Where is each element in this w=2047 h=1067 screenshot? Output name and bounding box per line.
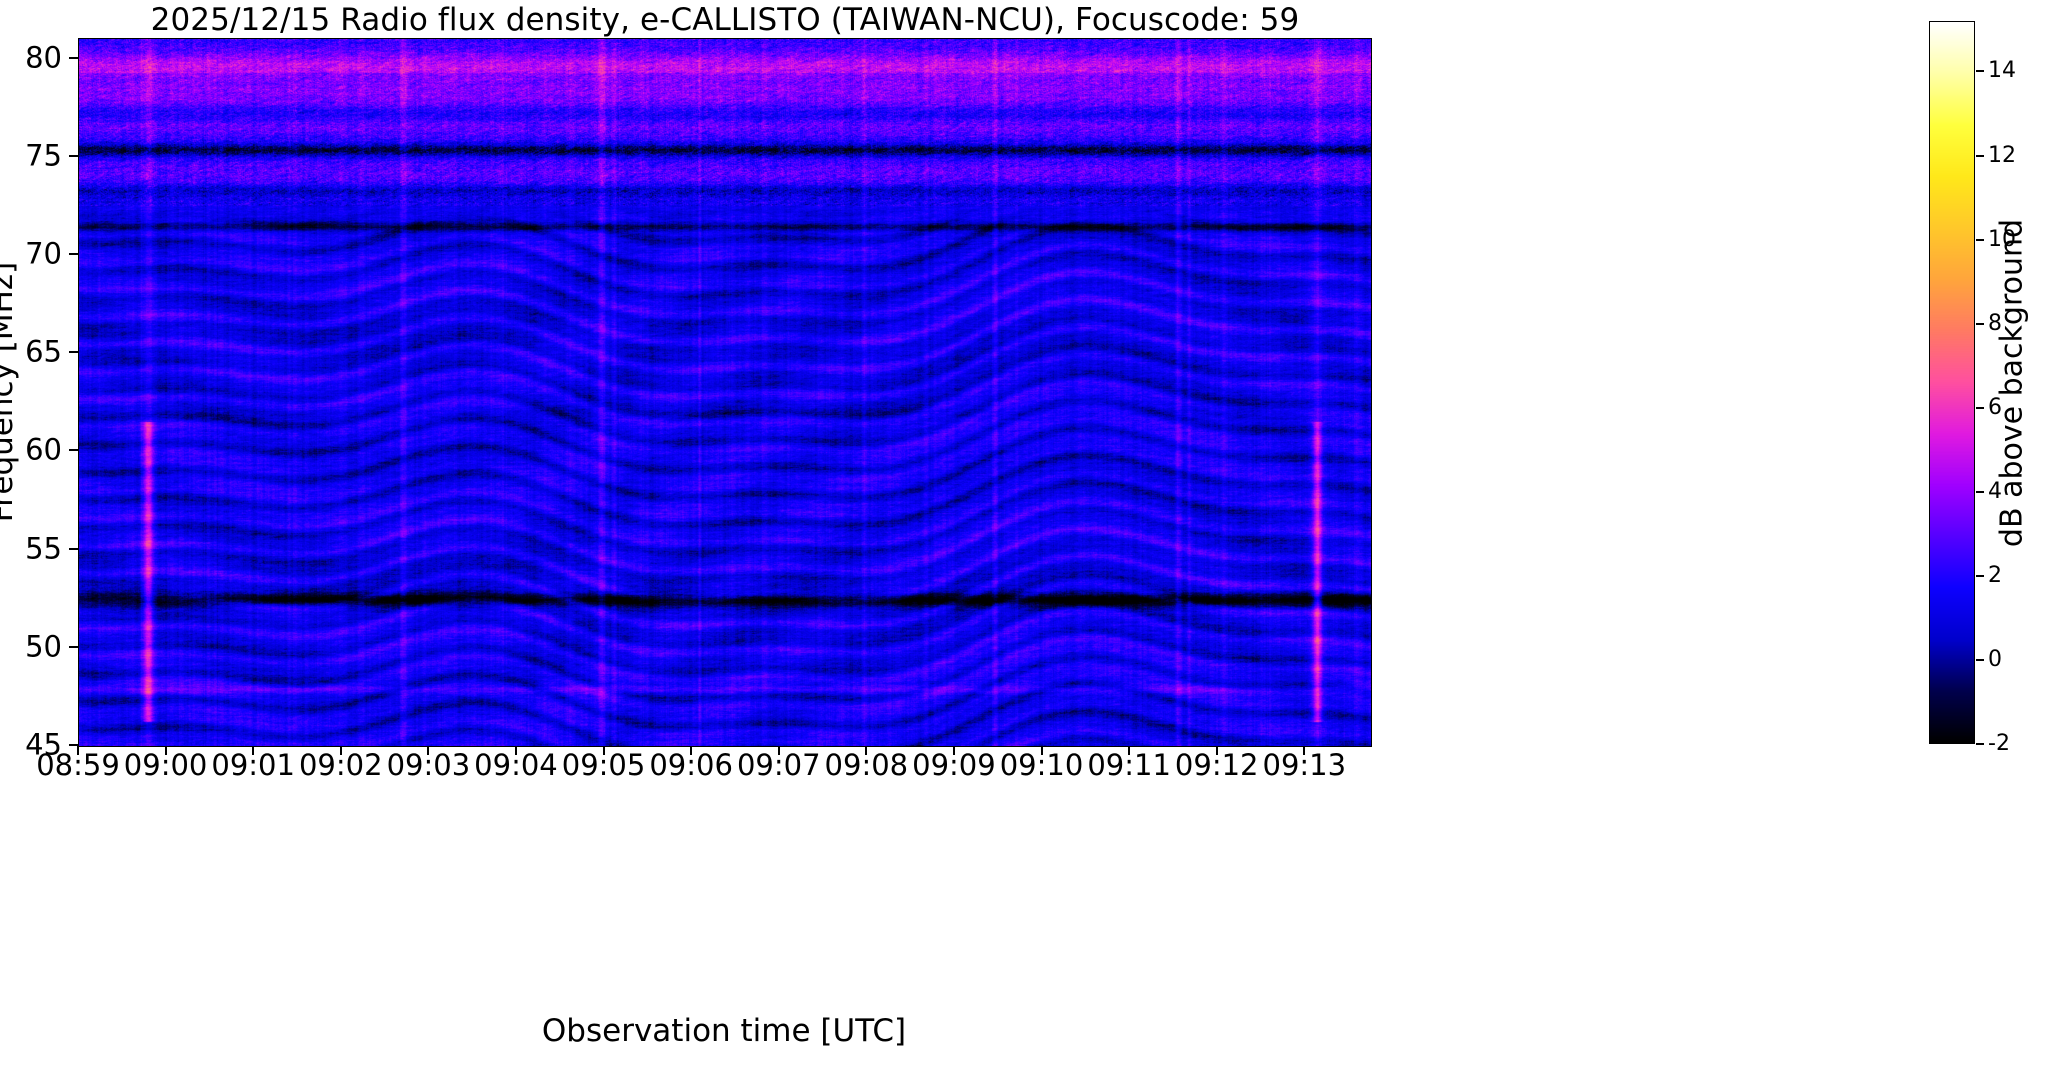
y-tick-label: 50: [25, 629, 62, 664]
colorbar-tick-mark: [1976, 658, 1984, 661]
colorbar[interactable]: [1929, 21, 1977, 746]
x-tick-label: 09:08: [824, 748, 909, 782]
y-tick-mark: [69, 449, 78, 452]
x-tick-label: 09:13: [1262, 748, 1347, 782]
colorbar-tick-label: 6: [1988, 394, 2002, 420]
y-tick-label: 70: [25, 236, 62, 271]
colorbar-tick-label: 0: [1988, 646, 2002, 672]
x-tick-mark: [777, 746, 780, 755]
x-tick-label: 09:12: [1174, 748, 1259, 782]
y-axis-label: Frequency [MHz]: [0, 261, 20, 523]
y-tick-mark: [69, 253, 78, 256]
colorbar-tick-mark: [1976, 322, 1984, 325]
x-tick-mark: [77, 746, 79, 755]
x-tick-label: 09:00: [123, 748, 208, 782]
x-tick-mark: [252, 746, 255, 755]
colorbar-tick-label: 14: [1988, 58, 2016, 84]
colorbar-tick-label: 12: [1988, 142, 2016, 168]
x-tick-mark: [952, 746, 955, 755]
colorbar-gradient: [1929, 21, 1975, 744]
x-tick-label: 09:10: [999, 748, 1084, 782]
x-tick-label: 09:01: [211, 748, 295, 782]
page-title: 2025/12/15 Radio flux density, e-CALLIST…: [150, 2, 1300, 38]
x-tick-mark: [690, 746, 693, 755]
x-tick-mark: [164, 746, 167, 755]
x-tick-label: 09:04: [474, 748, 558, 782]
y-tick-label: 65: [25, 334, 62, 369]
colorbar-tick-mark: [1976, 406, 1984, 409]
colorbar-tick-label: 10: [1988, 226, 2016, 252]
x-tick-label: 09:05: [561, 748, 646, 782]
colorbar-tick-mark: [1976, 70, 1984, 73]
y-tick-label: 80: [25, 40, 62, 75]
y-tick-label: 60: [25, 432, 62, 467]
spectrogram-image: [79, 39, 1371, 746]
x-axis-label: Observation time [UTC]: [541, 1013, 907, 1049]
x-tick-label: 09:09: [912, 748, 996, 782]
y-tick-label: 75: [25, 138, 62, 173]
x-tick-label: 09:02: [298, 748, 383, 782]
y-tick-mark: [69, 56, 78, 59]
y-tick-label: 55: [25, 531, 62, 566]
x-tick-mark: [1303, 746, 1306, 755]
x-tick-mark: [514, 746, 517, 755]
x-tick-mark: [339, 746, 342, 755]
spectrogram-plot-area[interactable]: [78, 38, 1372, 747]
colorbar-tick-mark: [1976, 154, 1984, 157]
y-tick-mark: [69, 645, 78, 648]
y-tick-mark: [69, 351, 78, 354]
colorbar-tick-mark: [1976, 574, 1984, 577]
x-tick-mark: [1128, 746, 1131, 755]
colorbar-tick-label: 2: [1988, 562, 2002, 588]
x-tick-label: 09:06: [649, 748, 733, 782]
x-tick-mark: [602, 746, 605, 755]
colorbar-tick-label: 8: [1988, 310, 2002, 336]
x-tick-mark: [427, 746, 430, 755]
colorbar-tick-label: 4: [1988, 478, 2002, 504]
x-tick-label: 09:07: [736, 748, 821, 782]
y-tick-label: 45: [25, 727, 62, 762]
x-tick-mark: [865, 746, 868, 755]
y-tick-mark: [69, 154, 78, 157]
colorbar-tick-mark: [1976, 743, 1984, 745]
y-tick-mark: [69, 547, 78, 550]
x-tick-label: 08:59: [36, 748, 120, 782]
colorbar-tick-label: -2: [1988, 731, 2010, 756]
x-tick-mark: [1040, 746, 1043, 755]
colorbar-label: dB above background: [1994, 218, 2030, 548]
x-tick-mark: [1215, 746, 1218, 755]
x-tick-label: 09:11: [1087, 748, 1171, 782]
y-tick-mark: [69, 744, 78, 746]
x-tick-label: 09:03: [386, 748, 471, 782]
colorbar-tick-mark: [1976, 238, 1984, 241]
colorbar-tick-mark: [1976, 490, 1984, 493]
